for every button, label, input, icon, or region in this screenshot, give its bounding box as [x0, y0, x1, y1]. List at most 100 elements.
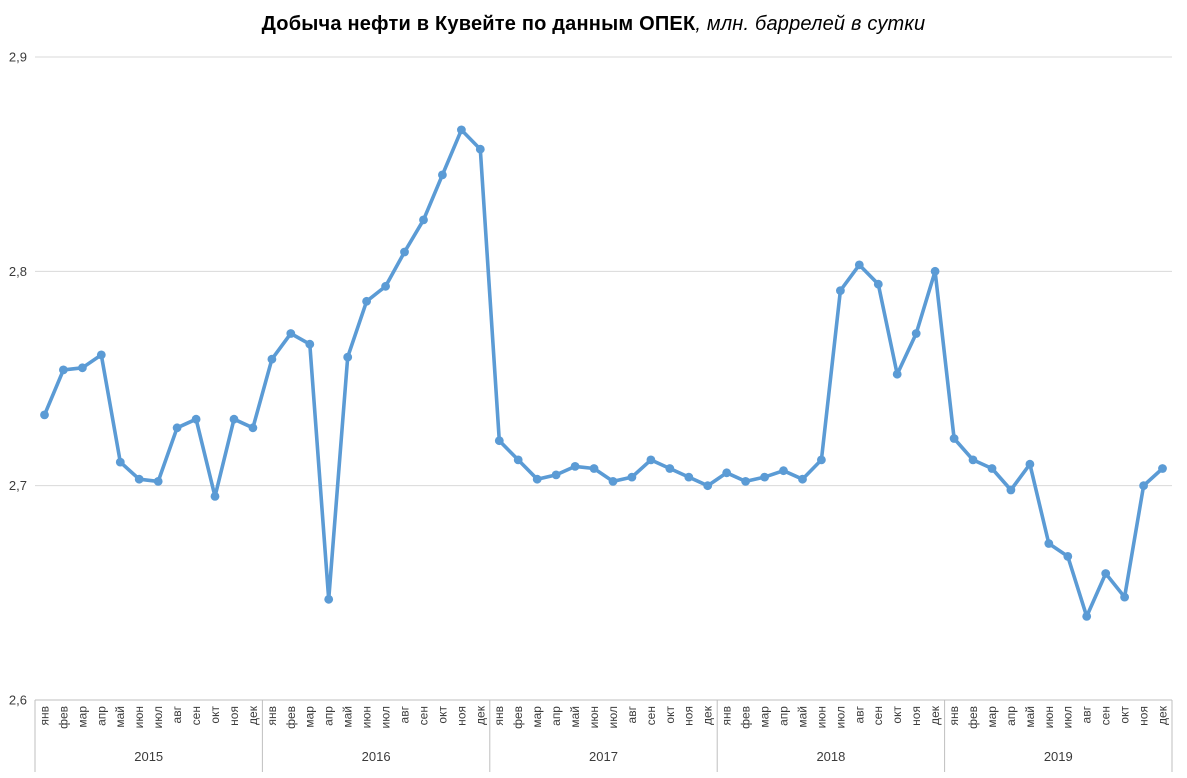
- data-point: [1006, 485, 1016, 495]
- x-axis-month-label: июн: [360, 706, 374, 728]
- data-point: [115, 457, 125, 467]
- x-axis-month-label: янв: [492, 706, 506, 726]
- y-axis-tick-label: 2,9: [9, 50, 27, 65]
- data-point: [381, 281, 390, 291]
- x-axis-month-label: окт: [890, 706, 904, 724]
- data-point: [873, 279, 883, 289]
- data-point: [532, 474, 542, 484]
- x-axis-month-label: апр: [549, 706, 563, 726]
- x-axis-year-label: 2019: [1044, 749, 1073, 764]
- x-axis-month-label: апр: [322, 706, 336, 726]
- x-axis-month-label: июн: [814, 706, 828, 728]
- x-axis-month-label: июл: [1061, 706, 1075, 728]
- x-axis-month-label: ноя: [909, 706, 923, 726]
- x-axis-month-label: сен: [644, 706, 658, 725]
- data-point: [854, 260, 864, 270]
- x-axis-year-label: 2015: [134, 749, 163, 764]
- x-axis-year-label: 2017: [589, 749, 618, 764]
- data-point: [930, 266, 940, 276]
- data-point: [494, 436, 504, 446]
- x-axis-month-label: мар: [530, 706, 544, 728]
- data-point: [627, 472, 637, 482]
- x-axis-month-label: ноя: [682, 706, 696, 726]
- x-axis-month-label: янв: [265, 706, 279, 726]
- data-point: [419, 215, 428, 225]
- x-axis-month-label: авг: [397, 705, 411, 723]
- data-point: [210, 492, 220, 501]
- data-point: [817, 455, 826, 465]
- x-axis-month-label: ноя: [1137, 706, 1151, 726]
- x-axis-month-label: дек: [1155, 705, 1169, 725]
- data-point: [513, 455, 523, 465]
- x-axis-year-label: 2016: [362, 749, 391, 764]
- data-point: [798, 474, 807, 484]
- x-axis-month-label: авг: [170, 705, 184, 723]
- chart-title-main: Добыча нефти в Кувейте по данным ОПЕК: [261, 13, 696, 35]
- x-axis-month-label: мар: [75, 706, 89, 728]
- x-axis-month-label: фев: [966, 706, 980, 729]
- x-axis-month-label: фев: [511, 706, 525, 729]
- x-axis-month-label: сен: [1099, 706, 1113, 725]
- data-point: [78, 363, 87, 373]
- x-axis-month-label: сен: [871, 706, 885, 725]
- data-point: [191, 414, 201, 424]
- x-axis-month-label: фев: [739, 706, 753, 729]
- x-axis-month-label: окт: [208, 706, 222, 724]
- x-axis-month-label: апр: [776, 706, 790, 726]
- x-axis-month-label: июл: [151, 706, 165, 728]
- data-point: [911, 329, 921, 338]
- data-point: [40, 410, 49, 420]
- x-axis-month-label: фев: [284, 706, 298, 729]
- x-axis-month-label: дек: [473, 705, 487, 725]
- x-axis-month-label: мар: [758, 706, 772, 728]
- data-point: [267, 354, 277, 364]
- data-point: [608, 477, 618, 486]
- data-point: [987, 464, 997, 473]
- y-axis-tick-label: 2,8: [9, 264, 27, 279]
- data-point: [646, 455, 656, 465]
- data-point: [589, 464, 599, 473]
- x-axis-month-label: май: [113, 706, 127, 728]
- data-point: [286, 329, 296, 338]
- x-axis-month-label: май: [568, 706, 582, 728]
- x-axis-month-label: июн: [1042, 706, 1056, 728]
- data-point: [551, 470, 561, 480]
- y-axis-tick-label: 2,7: [9, 478, 27, 493]
- x-axis-month-label: янв: [720, 706, 734, 726]
- data-point: [305, 339, 315, 349]
- x-axis-month-label: окт: [435, 706, 449, 724]
- x-axis-month-label: дек: [928, 705, 942, 725]
- data-point: [892, 369, 902, 379]
- data-point: [684, 472, 694, 482]
- x-axis-month-label: окт: [663, 706, 677, 724]
- data-point: [665, 464, 675, 473]
- data-point: [1101, 569, 1111, 578]
- data-point: [96, 350, 106, 360]
- data-point: [172, 423, 182, 433]
- data-point: [1025, 459, 1035, 469]
- x-axis-month-label: авг: [852, 705, 866, 723]
- data-point: [1158, 464, 1167, 473]
- x-axis-month-label: янв: [37, 706, 51, 726]
- data-point: [438, 170, 447, 180]
- production-series-line: [42, 128, 1165, 619]
- data-point: [741, 477, 750, 486]
- data-point: [1082, 612, 1092, 621]
- data-point: [324, 594, 334, 604]
- chart-title-units: , млн. баррелей в сутки: [695, 13, 926, 35]
- data-point: [343, 352, 353, 362]
- data-point: [1139, 481, 1148, 491]
- data-point: [968, 455, 978, 465]
- data-point: [400, 247, 409, 257]
- x-axis-month-label: июн: [587, 706, 601, 728]
- x-axis-month-label: июл: [833, 706, 847, 728]
- x-axis-month-label: сен: [189, 706, 203, 725]
- x-axis-month-label: апр: [1004, 706, 1018, 726]
- x-axis-month-label: авг: [625, 705, 639, 723]
- y-axis-tick-label: 2,6: [9, 693, 27, 708]
- x-axis-month-label: май: [341, 706, 355, 728]
- x-axis-month-label: мар: [985, 706, 999, 728]
- data-point: [1120, 592, 1129, 602]
- data-point: [134, 474, 144, 484]
